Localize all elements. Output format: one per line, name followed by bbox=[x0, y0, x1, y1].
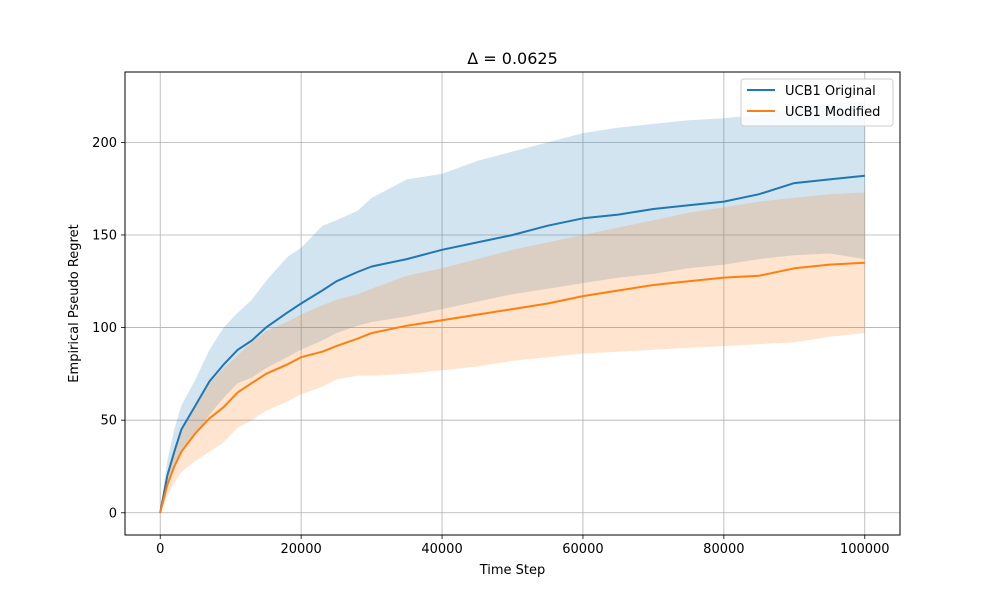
confidence-band-modified bbox=[160, 192, 865, 513]
x-tick-label: 40000 bbox=[421, 542, 462, 557]
x-axis-label: Time Step bbox=[479, 563, 546, 578]
series-line-modified bbox=[159, 261, 865, 514]
x-tick-label: 100000 bbox=[840, 542, 890, 557]
legend-label-original: UCB1 Original bbox=[785, 84, 876, 99]
x-tick-label: 20000 bbox=[280, 542, 321, 557]
series-lines bbox=[159, 174, 865, 514]
y-tick-label: 0 bbox=[109, 506, 117, 521]
legend-label-modified: UCB1 Modified bbox=[785, 105, 880, 120]
y-tick-label: 100 bbox=[92, 321, 117, 336]
y-axis-label: Empirical Pseudo Regret bbox=[67, 224, 82, 382]
y-tick-label: 50 bbox=[100, 414, 117, 429]
y-axis-ticks: 0 50 100 150 200 bbox=[92, 136, 125, 521]
plot-background bbox=[125, 72, 900, 535]
y-tick-label: 200 bbox=[92, 136, 117, 151]
series-line-original bbox=[159, 174, 865, 513]
x-tick-label: 60000 bbox=[562, 542, 603, 557]
plot-frame bbox=[124, 71, 901, 536]
x-tick-label: 80000 bbox=[703, 542, 744, 557]
x-axis-ticks: 0 20000 40000 60000 80000 100000 bbox=[156, 535, 890, 557]
legend-box bbox=[740, 78, 894, 127]
chart-title: Δ = 0.0625 bbox=[467, 49, 558, 68]
x-tick-label: 0 bbox=[156, 542, 164, 557]
y-tick-label: 150 bbox=[92, 228, 117, 243]
legend: UCB1 Original UCB1 Modified bbox=[740, 78, 894, 127]
